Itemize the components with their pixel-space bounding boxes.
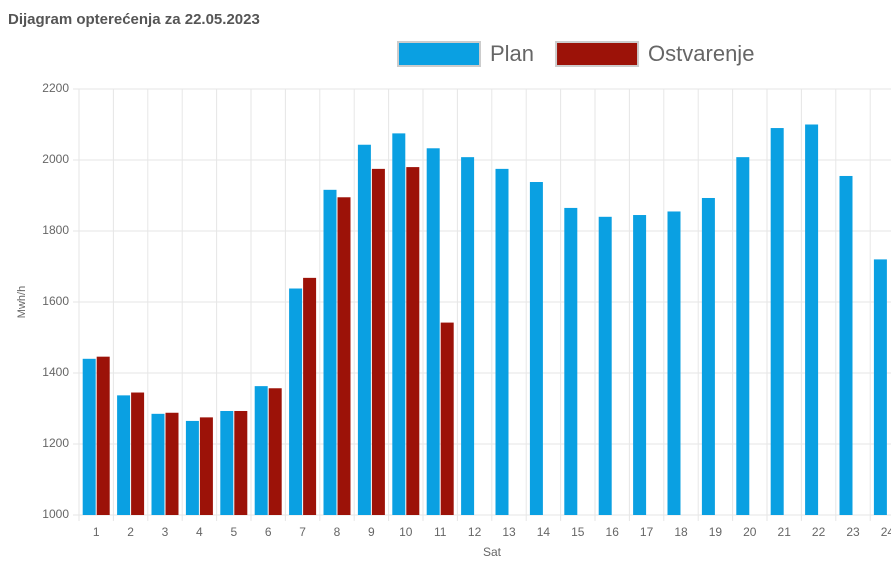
- legend-label: Ostvarenje: [648, 41, 754, 66]
- x-tick-label: 11: [434, 525, 447, 539]
- legend-label: Plan: [490, 41, 534, 66]
- bar: [392, 133, 406, 515]
- bar: [185, 420, 199, 515]
- bar: [151, 413, 165, 515]
- bar: [371, 168, 385, 515]
- bar: [82, 358, 96, 515]
- x-tick-label: 4: [196, 525, 203, 539]
- bar: [805, 124, 819, 515]
- bar: [96, 356, 110, 515]
- bar: [234, 410, 248, 515]
- bar: [337, 197, 351, 515]
- bar: [770, 128, 784, 516]
- x-tick-label: 12: [468, 525, 482, 539]
- bar: [131, 392, 145, 515]
- x-tick-label: 22: [812, 525, 826, 539]
- x-tick-label: 10: [399, 525, 413, 539]
- bar: [598, 216, 612, 516]
- bar: [495, 168, 509, 515]
- x-tick-label: 14: [537, 525, 551, 539]
- x-tick-label: 5: [230, 525, 237, 539]
- bar: [701, 197, 715, 516]
- bar: [357, 144, 371, 516]
- bar: [440, 322, 454, 515]
- x-tick-label: 21: [778, 525, 792, 539]
- y-tick-label: 1400: [42, 365, 69, 379]
- x-tick-label: 19: [709, 525, 723, 539]
- x-tick-label: 6: [265, 525, 272, 539]
- bar: [839, 175, 853, 515]
- y-axis-label: Mwh/h: [16, 286, 28, 318]
- y-tick-label: 1800: [42, 223, 69, 237]
- bar: [633, 215, 647, 515]
- x-tick-label: 23: [846, 525, 860, 539]
- x-tick-label: 17: [640, 525, 654, 539]
- y-tick-label: 1200: [42, 436, 69, 450]
- bar: [289, 288, 303, 515]
- y-tick-label: 1600: [42, 294, 69, 308]
- bar: [165, 412, 179, 515]
- x-tick-label: 9: [368, 525, 375, 539]
- bar: [736, 157, 750, 515]
- x-tick-label: 1: [93, 525, 100, 539]
- legend-swatch: [397, 41, 481, 67]
- bar: [303, 277, 317, 515]
- bar: [667, 211, 681, 515]
- bar: [564, 207, 578, 516]
- x-tick-label: 16: [606, 525, 620, 539]
- chart-title: Dijagram opterećenja za 22.05.2023: [8, 11, 260, 28]
- x-tick-label: 20: [743, 525, 757, 539]
- x-tick-label: 24: [881, 525, 891, 539]
- x-tick-label: 18: [674, 525, 688, 539]
- y-tick-label: 2000: [42, 152, 69, 166]
- bar: [529, 182, 543, 515]
- x-tick-label: 8: [334, 525, 341, 539]
- bar: [406, 167, 420, 515]
- bar: [323, 189, 337, 515]
- bar: [426, 148, 440, 515]
- x-axis-label: Sat: [483, 545, 502, 559]
- bar: [117, 395, 131, 515]
- x-tick-label: 2: [127, 525, 134, 539]
- y-tick-label: 1000: [42, 507, 69, 521]
- bar: [254, 386, 268, 515]
- x-tick-label: 3: [162, 525, 169, 539]
- bar: [873, 259, 887, 515]
- bar: [220, 410, 234, 515]
- y-tick-label: 2200: [42, 81, 69, 95]
- x-tick-label: 13: [502, 525, 516, 539]
- x-tick-label: 7: [299, 525, 306, 539]
- bar: [199, 417, 213, 515]
- legend-swatch: [555, 41, 640, 67]
- bar: [268, 388, 282, 515]
- x-tick-label: 15: [571, 525, 585, 539]
- bar: [461, 157, 475, 515]
